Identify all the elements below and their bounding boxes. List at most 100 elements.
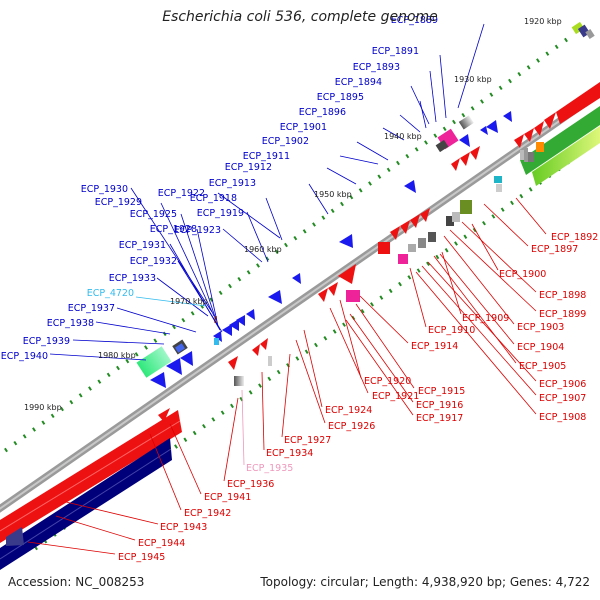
gene-arrow: [222, 324, 232, 336]
gene-label[interactable]: ECP_1902: [262, 136, 309, 147]
gene-label[interactable]: ECP_1909: [462, 313, 509, 324]
gene-label[interactable]: ECP_1905: [519, 361, 566, 372]
gene-label[interactable]: ECP_1891: [372, 46, 419, 57]
gene-label[interactable]: ECP_1903: [517, 322, 564, 333]
gene-label[interactable]: ECP_1897: [531, 244, 578, 255]
gene-block: [136, 346, 172, 378]
gene-label[interactable]: ECP_1931: [119, 240, 166, 251]
gene-arrow: [236, 315, 245, 326]
gene-label[interactable]: ECP_1930: [81, 184, 128, 195]
gene-label[interactable]: ECP_1915: [418, 386, 465, 397]
leader-line: [349, 313, 414, 403]
gene-label[interactable]: ECP_1935: [246, 463, 293, 474]
gene-label[interactable]: ECP_1926: [328, 421, 375, 432]
leader-line: [339, 299, 362, 379]
leader-line: [241, 389, 245, 466]
gene-label[interactable]: ECP_1919: [197, 208, 244, 219]
gene-label[interactable]: ECP_1906: [539, 379, 586, 390]
gene-label[interactable]: ECP_1940: [1, 351, 48, 362]
gene-label[interactable]: ECP_1889: [391, 15, 438, 26]
gene-label[interactable]: ECP_1920: [364, 376, 411, 387]
gene-label[interactable]: ECP_1918: [190, 193, 237, 204]
leader-line: [196, 228, 219, 327]
gene-label[interactable]: ECP_1923: [174, 225, 221, 236]
gene-label[interactable]: ECP_1938: [47, 318, 94, 329]
genome-backbone: [0, 88, 600, 513]
leader-line: [356, 141, 389, 161]
gene-block: [408, 244, 416, 252]
gene-label[interactable]: ECP_1933: [109, 273, 156, 284]
gene-label[interactable]: ECP_1927: [284, 435, 331, 446]
gene-label[interactable]: ECP_1917: [416, 413, 463, 424]
scale-tick-label: 1940 kbp: [384, 132, 422, 141]
gene-label[interactable]: ECP_1928: [150, 224, 197, 235]
gene-label[interactable]: ECP_1924: [325, 405, 372, 416]
gene-arrow: [524, 128, 534, 142]
gene-label[interactable]: ECP_1892: [551, 232, 598, 243]
gene-label[interactable]: ECP_1941: [204, 492, 251, 503]
gene-label[interactable]: ECP_1937: [68, 303, 115, 314]
gene-label[interactable]: ECP_1929: [95, 197, 142, 208]
gene-arrow: [260, 338, 268, 350]
gene-label[interactable]: ECP_1916: [416, 400, 463, 411]
gene-label[interactable]: ECP_1908: [539, 412, 586, 423]
reverse-strand-genes: [0, 82, 600, 570]
leader-line: [449, 229, 537, 312]
gene-label[interactable]: ECP_1945: [118, 552, 165, 563]
gene-arrow: [420, 208, 430, 222]
gene-arrow: [338, 264, 356, 284]
gene-label[interactable]: ECP_4720: [87, 288, 134, 299]
scale-tick-label: 1970 kbp: [170, 297, 208, 306]
gene-label[interactable]: ECP_1914: [411, 341, 458, 352]
gene-label[interactable]: ECP_1901: [280, 122, 327, 133]
gene-arrow: [480, 126, 488, 135]
leader-line: [339, 155, 379, 165]
gene-label[interactable]: ECP_1921: [372, 391, 419, 402]
leader-line: [457, 23, 485, 109]
gene-label[interactable]: ECP_1907: [539, 393, 586, 404]
gene-label[interactable]: ECP_1934: [266, 448, 313, 459]
gene-arrow: [410, 214, 420, 228]
gene-label[interactable]: ECP_1896: [299, 107, 346, 118]
gene-label[interactable]: ECP_1936: [227, 479, 274, 490]
leader-line: [382, 127, 405, 141]
leader-line: [295, 339, 326, 424]
leader-line: [483, 203, 529, 247]
gene-label[interactable]: ECP_1898: [539, 290, 586, 301]
gene-label[interactable]: ECP_1942: [184, 508, 231, 519]
gene-block: [458, 115, 474, 130]
gene-arrow: [166, 358, 182, 375]
leader-line: [27, 541, 116, 555]
gene-label[interactable]: ECP_1913: [209, 178, 256, 189]
leader-line: [419, 100, 427, 129]
gene-label[interactable]: ECP_1932: [130, 256, 177, 267]
gene-label[interactable]: ECP_1912: [225, 162, 272, 173]
leader-line: [156, 277, 209, 317]
leader-line: [326, 167, 357, 185]
gene-arrow: [318, 288, 328, 302]
gene-block: [214, 338, 219, 345]
gene-label[interactable]: ECP_1899: [539, 309, 586, 320]
gene-label[interactable]: ECP_1943: [160, 522, 207, 533]
gene-label[interactable]: ECP_1910: [428, 325, 475, 336]
gene-arrow: [400, 220, 410, 234]
gene-label[interactable]: ECP_1904: [517, 342, 564, 353]
leader-line: [421, 265, 537, 396]
gene-labels: ECP_1889 ECP_1891 ECP_1893 ECP_1894 ECP_1895…: [1, 15, 599, 563]
gene-label[interactable]: ECP_1939: [23, 336, 70, 347]
gene-label[interactable]: ECP_1944: [138, 538, 185, 549]
gene-label[interactable]: ECP_1900: [499, 269, 546, 280]
gene-block: [378, 242, 390, 254]
leader-line: [429, 70, 437, 123]
leader-line: [471, 223, 499, 271]
gene-label[interactable]: ECP_1911: [243, 151, 290, 162]
gene-label[interactable]: ECP_1922: [158, 188, 205, 199]
gene-arrow: [460, 152, 470, 166]
gene-arrow: [390, 226, 400, 240]
gene-label[interactable]: ECP_1893: [353, 62, 400, 73]
gene-label[interactable]: ECP_1895: [317, 92, 364, 103]
gene-label[interactable]: ECP_1894: [335, 77, 382, 88]
leader-line: [433, 255, 517, 364]
gene-label[interactable]: ECP_1925: [130, 209, 177, 220]
